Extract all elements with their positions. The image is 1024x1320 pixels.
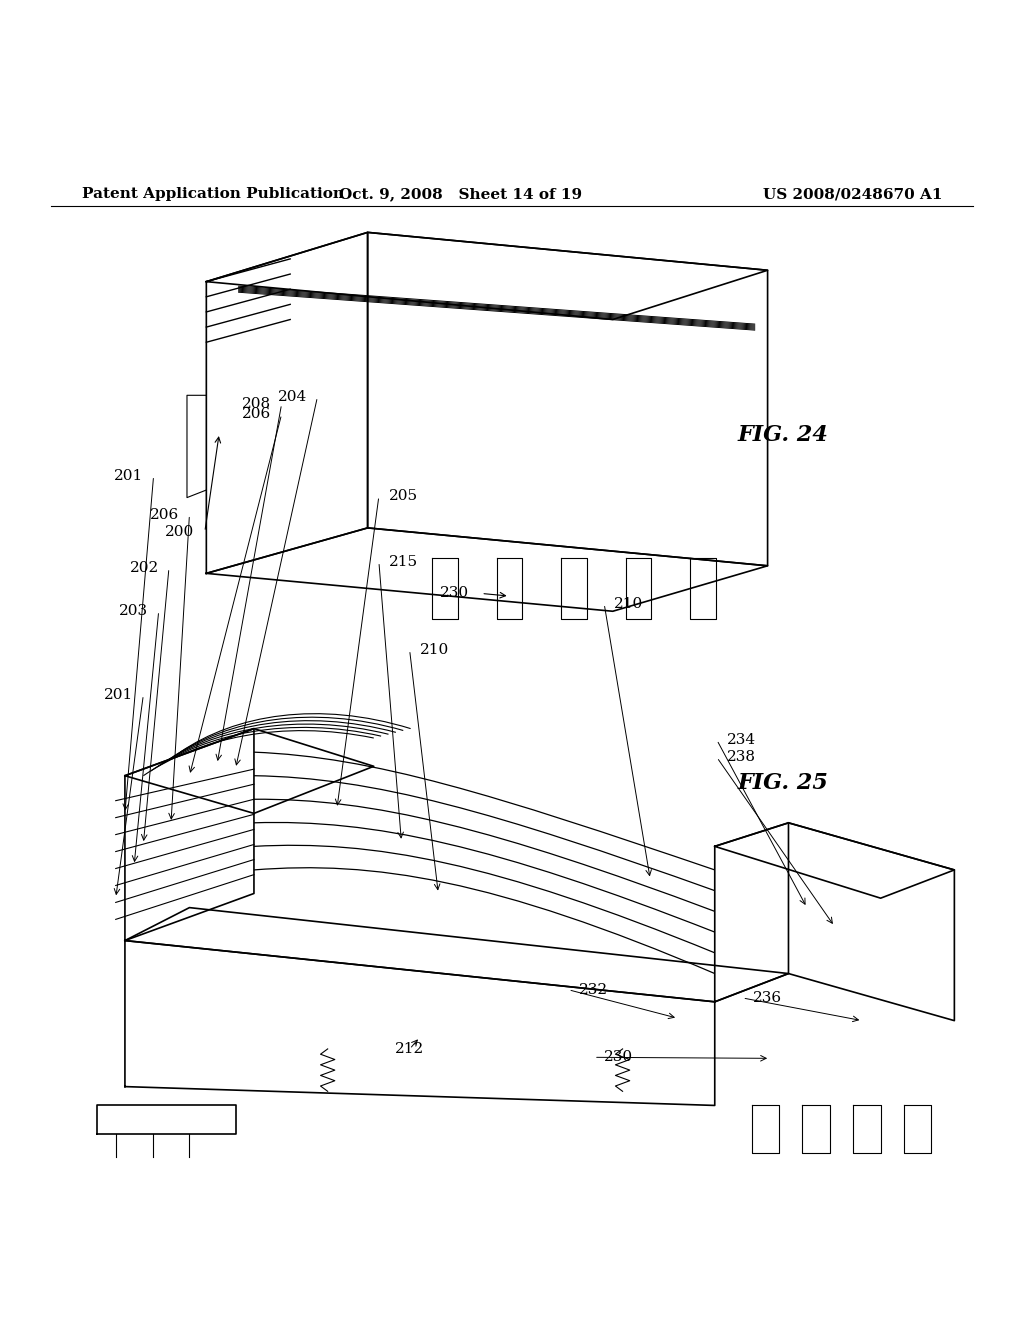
Text: 212: 212	[395, 1041, 424, 1056]
Text: 202: 202	[129, 561, 159, 574]
Text: 200: 200	[165, 525, 195, 539]
Text: 238: 238	[727, 750, 756, 764]
Text: 201: 201	[103, 688, 133, 702]
Text: 230: 230	[604, 1051, 633, 1064]
Text: 206: 206	[150, 508, 179, 521]
Text: 208: 208	[243, 397, 271, 411]
Text: 203: 203	[120, 603, 148, 618]
Text: Oct. 9, 2008   Sheet 14 of 19: Oct. 9, 2008 Sheet 14 of 19	[339, 187, 583, 201]
Text: 230: 230	[440, 586, 469, 601]
Text: 215: 215	[389, 554, 418, 569]
Text: FIG. 25: FIG. 25	[737, 772, 828, 793]
Text: FIG. 24: FIG. 24	[737, 424, 828, 446]
Text: 232: 232	[579, 982, 607, 997]
Text: Patent Application Publication: Patent Application Publication	[82, 187, 344, 201]
Text: 210: 210	[420, 643, 450, 657]
Text: 210: 210	[614, 597, 644, 611]
Text: 201: 201	[114, 469, 143, 483]
Text: US 2008/0248670 A1: US 2008/0248670 A1	[763, 187, 942, 201]
Text: 204: 204	[278, 389, 307, 404]
Text: 206: 206	[242, 408, 271, 421]
Text: 234: 234	[727, 733, 756, 747]
Text: 205: 205	[389, 490, 418, 503]
Text: 236: 236	[753, 991, 781, 1005]
